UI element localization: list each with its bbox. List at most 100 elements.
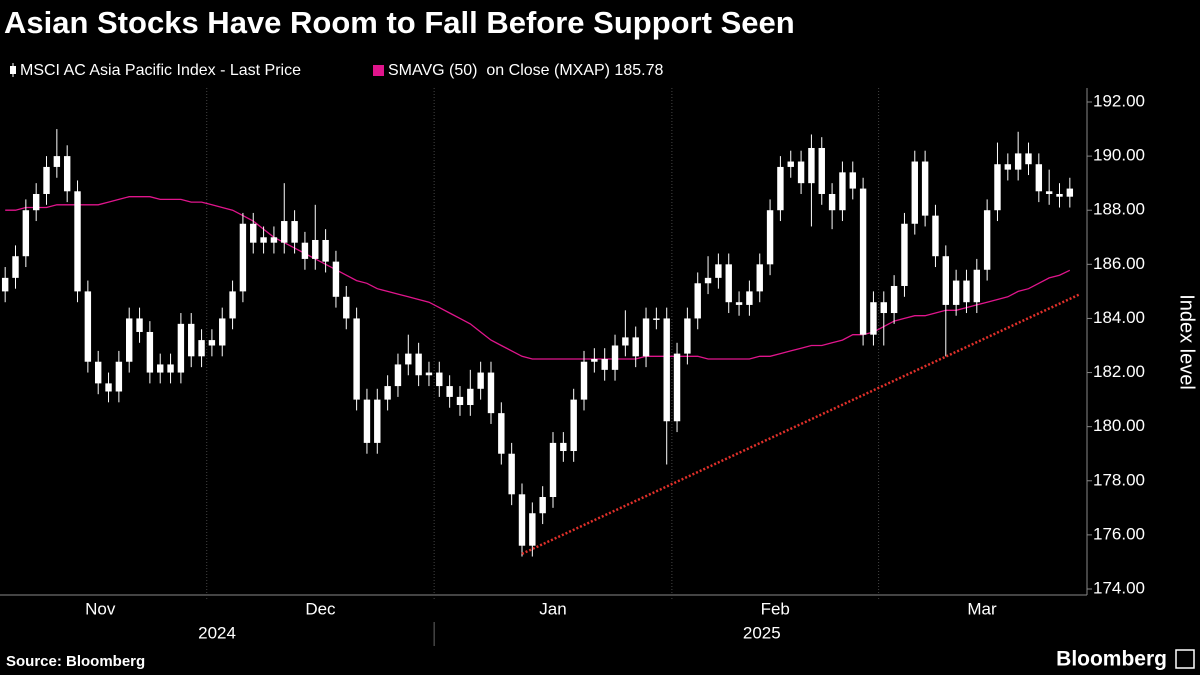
chart-title: Asian Stocks Have Room to Fall Before Su… [4, 5, 795, 40]
y-tick-label: 186.00 [1093, 254, 1145, 273]
candle-body [301, 242, 309, 259]
candle-body [932, 215, 939, 257]
x-tick-label: Feb [761, 599, 790, 618]
candle-body [549, 442, 557, 498]
year-label: 2024 [198, 623, 236, 642]
legend-swatch [373, 65, 384, 76]
candle-body [219, 318, 226, 346]
y-tick-label: 184.00 [1093, 308, 1145, 327]
candle-body [467, 388, 474, 406]
candle-body [911, 161, 918, 224]
candle-body [63, 156, 71, 192]
x-tick-label: Dec [305, 599, 336, 618]
y-axis-label: Index level [1176, 294, 1198, 390]
candle-body [818, 147, 825, 194]
candle-body [880, 302, 887, 314]
candle-body [270, 237, 278, 243]
x-tick-label: Jan [539, 599, 566, 618]
candle-body [363, 399, 371, 443]
candle-body [146, 331, 154, 373]
candle-body [1035, 164, 1043, 192]
candle-body [952, 280, 960, 305]
candle-body [1045, 191, 1053, 194]
candle-body [239, 223, 247, 292]
candle-body [477, 372, 484, 389]
candle-body [415, 353, 422, 376]
candle-body [43, 166, 50, 194]
candle-body [1056, 193, 1063, 197]
brand-icon [1175, 649, 1195, 669]
year-label: 2025 [743, 623, 781, 642]
candle-body [570, 399, 577, 452]
x-tick-label: Nov [85, 599, 116, 618]
candle-body [374, 399, 381, 443]
candle-body [229, 291, 236, 319]
candle-body [994, 164, 1001, 211]
trendline [521, 292, 1081, 555]
candle-body [859, 188, 867, 335]
source: Source: Bloomberg [6, 653, 145, 670]
candle-body [787, 161, 794, 167]
y-tick-label: 180.00 [1093, 416, 1145, 435]
candle-body [1014, 153, 1022, 170]
candle-body [921, 161, 929, 216]
candle-body [1004, 164, 1012, 170]
x-tick-label: Mar [967, 599, 997, 618]
candle-body [694, 283, 701, 319]
candle-body [456, 396, 464, 406]
candle-body [673, 353, 681, 422]
y-tick-label: 188.00 [1093, 200, 1145, 219]
candle-body [198, 340, 205, 357]
candle-body [973, 269, 981, 303]
candle-body [797, 161, 805, 184]
candle-body [332, 261, 340, 297]
candle-body [94, 361, 102, 384]
candle-body [580, 361, 588, 400]
candle-body [870, 302, 877, 335]
candle-body [715, 264, 722, 278]
candle-body [425, 372, 433, 376]
candle-body [963, 280, 970, 303]
candle-body [529, 513, 536, 546]
candle-body [663, 318, 670, 422]
candle-body [1025, 153, 1032, 165]
candle-body [704, 277, 712, 284]
candle-body [901, 223, 908, 286]
candle-body [405, 353, 412, 365]
candle-body [983, 210, 991, 270]
candle-body [126, 318, 133, 362]
legend-candle [10, 66, 16, 74]
y-tick-label: 174.00 [1093, 578, 1145, 597]
candle-body [343, 296, 350, 319]
candle-body [653, 318, 660, 320]
candle-body [177, 323, 185, 373]
candle-body [684, 318, 691, 354]
candle-body [260, 237, 267, 243]
candle-body [74, 191, 81, 292]
candle-body [725, 264, 732, 303]
candle-body [487, 372, 495, 414]
candle-body [601, 359, 608, 370]
candle-body [611, 345, 619, 370]
candle-body [839, 172, 846, 211]
candle-body [281, 221, 288, 243]
candle-body [291, 221, 298, 243]
candle-body [1, 277, 9, 292]
candle-body [115, 361, 123, 392]
candle-body [208, 340, 216, 346]
y-tick-label: 178.00 [1093, 470, 1145, 489]
legend-label: SMAVG (50) on Close (MXAP) 185.78 [388, 62, 663, 79]
candle-body [756, 264, 763, 292]
candle-body [890, 285, 898, 314]
candle-body [746, 291, 753, 305]
candle-body [446, 386, 453, 397]
candle-body [777, 166, 784, 211]
candle-body [508, 453, 515, 495]
candle-body [622, 337, 629, 346]
candle-body [1066, 188, 1074, 197]
candle-body [498, 413, 505, 454]
legend-label: MSCI AC Asia Pacific Index - Last Price [20, 62, 301, 79]
candle-body [312, 239, 319, 259]
candle-body [157, 364, 164, 373]
y-tick-label: 176.00 [1093, 524, 1145, 543]
